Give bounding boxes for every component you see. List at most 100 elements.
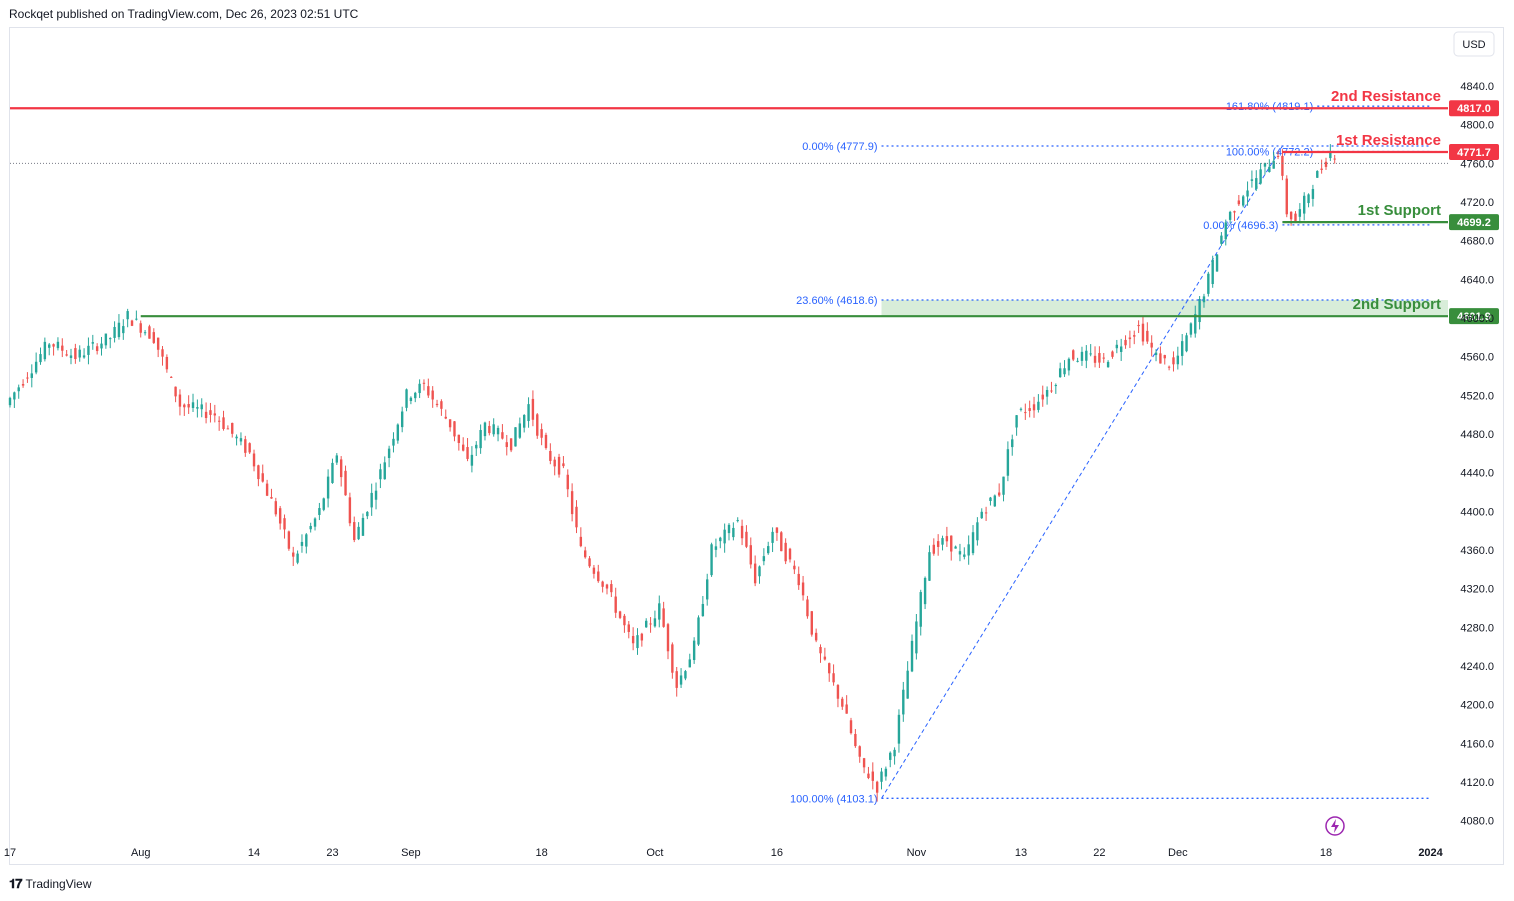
level-price-label: 4699.2 — [1457, 217, 1491, 229]
candle-body — [1067, 358, 1071, 371]
lightning-icon[interactable] — [1325, 816, 1345, 836]
candle-body — [239, 438, 243, 442]
candle-body — [309, 525, 312, 530]
candle-body — [732, 527, 735, 538]
candle-body — [348, 497, 352, 524]
candle-body — [326, 476, 330, 499]
candle-body — [156, 337, 160, 350]
candle-body — [893, 749, 896, 757]
candle-body — [65, 354, 68, 356]
y-tick-label: 4560.0 — [1460, 352, 1494, 364]
y-tick-label: 4760.0 — [1460, 158, 1494, 170]
candle-body — [257, 465, 260, 480]
candle-body — [797, 573, 800, 586]
level-price-label: 4601.9 — [1457, 311, 1491, 323]
candle-body — [244, 439, 247, 453]
candle-body — [1163, 355, 1166, 359]
candle-body — [431, 390, 434, 400]
candle-body — [1119, 346, 1123, 352]
candle-body — [540, 429, 543, 438]
currency-button[interactable]: USD — [1453, 31, 1495, 57]
candle-body — [1272, 160, 1275, 169]
candle-body — [601, 581, 604, 587]
candle-body — [318, 508, 321, 515]
candle-body — [697, 617, 700, 645]
candle-body — [139, 323, 142, 333]
candle-body — [344, 470, 347, 496]
candle-body — [814, 632, 818, 641]
candle-body — [470, 454, 474, 466]
candle-body — [784, 542, 787, 562]
candle-body — [1259, 169, 1262, 184]
x-tick-label: 16 — [771, 847, 783, 859]
x-tick-label: 23 — [326, 847, 338, 859]
y-tick-label: 4520.0 — [1460, 390, 1494, 402]
level-lines-layer: 2nd Resistance 4817.0 1st Resistance 4771.7… — [10, 88, 1499, 325]
candle-body — [1058, 368, 1062, 378]
candle-body — [30, 373, 33, 378]
candle-body — [566, 474, 569, 490]
candle-body — [1329, 152, 1332, 159]
y-tick-label: 4400.0 — [1460, 506, 1494, 518]
candle-body — [335, 455, 339, 463]
candle-body — [845, 704, 848, 714]
candle-body — [514, 427, 517, 447]
candle-body — [989, 497, 992, 502]
candle-body — [453, 421, 456, 437]
candle-body — [91, 342, 94, 344]
x-tick-label: 17 — [4, 847, 16, 859]
candle-body — [684, 671, 687, 679]
candle-body — [505, 442, 508, 448]
candle-body — [414, 392, 417, 399]
candle-body — [1303, 195, 1306, 214]
candle-body — [553, 459, 556, 467]
candle-body — [549, 450, 552, 461]
candle-body — [8, 397, 12, 406]
candle-body — [706, 579, 709, 600]
candle-body — [1198, 299, 1201, 323]
candle-body — [170, 376, 173, 378]
candle-body — [557, 456, 561, 475]
candle-body — [1141, 323, 1145, 342]
level-name: 1st Resistance — [1336, 132, 1441, 149]
footer-brand: 𝟏𝟕 TradingView — [9, 876, 92, 892]
candle-body — [522, 415, 526, 428]
candle-body — [1115, 344, 1119, 349]
candle-body — [605, 584, 609, 589]
candle-body — [209, 410, 212, 415]
candle-body — [692, 640, 696, 661]
candle-body — [374, 490, 378, 500]
candle-body — [928, 552, 931, 581]
candle-body — [353, 522, 356, 541]
x-tick-label: Oct — [646, 847, 663, 859]
candle-body — [753, 563, 757, 584]
candle-body — [710, 544, 713, 576]
candle-body — [152, 332, 155, 343]
candle-body — [675, 671, 678, 688]
candle-body — [518, 423, 522, 438]
price-axis: 4880.04840.04800.04760.04720.04680.04640… — [1460, 42, 1494, 827]
candle-body — [361, 517, 365, 536]
candle-body — [143, 332, 147, 334]
candle-body — [165, 356, 169, 370]
candle-body — [1019, 408, 1023, 410]
candle-body — [379, 469, 382, 480]
candle-body — [954, 546, 957, 549]
level-price-badge — [1449, 214, 1499, 231]
candle-body — [531, 398, 535, 420]
candle-body — [479, 429, 482, 449]
candle-body — [963, 554, 966, 557]
currency-label: USD — [1462, 39, 1485, 51]
candle-body — [331, 462, 334, 484]
fib-label: 100.00% (4772.2) — [1226, 147, 1313, 159]
candle-body — [771, 531, 774, 543]
tradingview-logo-icon: 𝟏𝟕 — [9, 876, 23, 891]
fib-label: 23.60% (4618.6) — [796, 295, 877, 307]
y-tick-label: 4280.0 — [1460, 622, 1494, 634]
candle-body — [1124, 339, 1127, 346]
candle-body — [231, 422, 234, 434]
candle-body — [958, 551, 962, 555]
candle-body — [1137, 324, 1140, 327]
x-tick-label: 14 — [248, 847, 260, 859]
